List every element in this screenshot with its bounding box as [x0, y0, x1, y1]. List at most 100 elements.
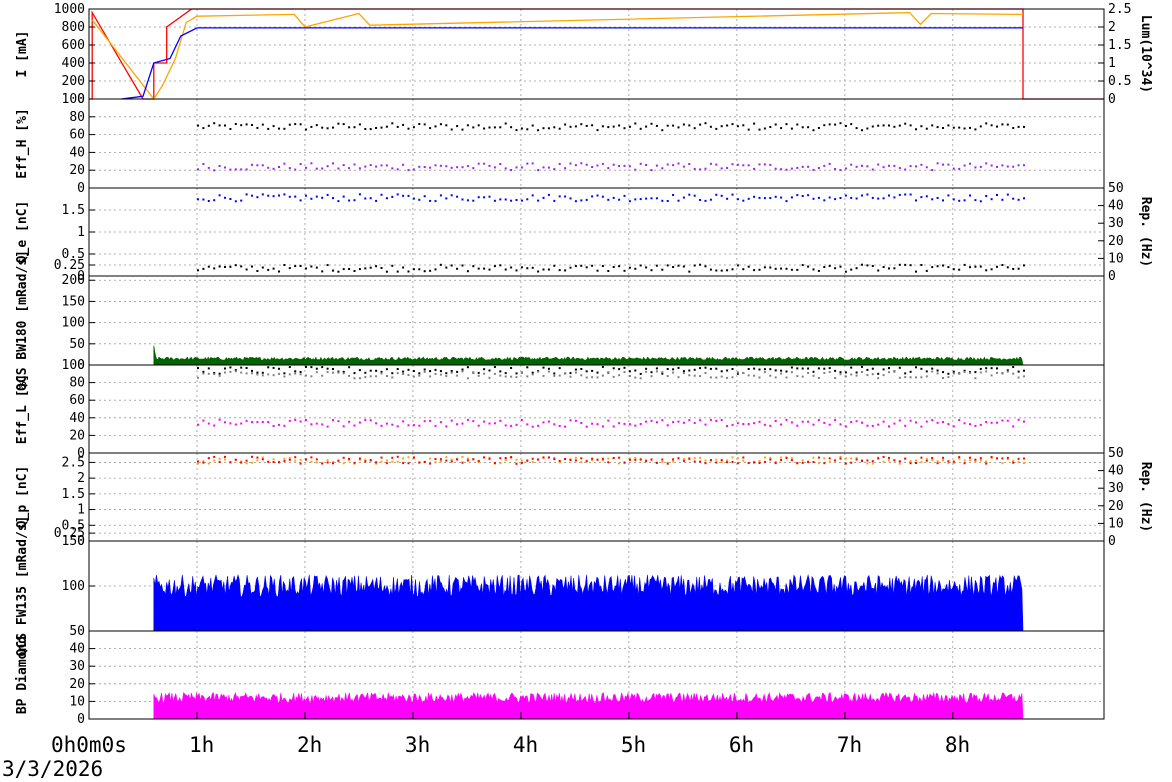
- data-point: [758, 376, 761, 379]
- data-point: [553, 126, 556, 129]
- data-point: [623, 127, 626, 130]
- data-point: [369, 266, 372, 269]
- y-tick-label: 100: [62, 92, 85, 107]
- data-point: [942, 199, 944, 202]
- data-point: [828, 264, 831, 267]
- data-point: [1006, 165, 1009, 168]
- data-point: [947, 423, 950, 426]
- data-point: [736, 422, 739, 425]
- data-point: [942, 127, 944, 129]
- data-point: [385, 270, 388, 273]
- data-point: [456, 423, 459, 426]
- data-point: [612, 125, 615, 128]
- data-point: [510, 367, 513, 369]
- data-point: [661, 129, 664, 132]
- x-tick-label: 5h: [621, 733, 646, 757]
- data-point: [650, 371, 653, 374]
- data-point: [839, 265, 842, 268]
- data-point: [996, 371, 998, 374]
- data-point: [585, 425, 588, 428]
- data-point: [207, 124, 210, 127]
- data-point: [499, 370, 502, 373]
- data-point: [499, 457, 502, 460]
- y-tick-label: 20: [69, 163, 85, 178]
- data-point: [731, 456, 734, 459]
- data-point: [299, 265, 302, 267]
- data-point: [380, 193, 383, 196]
- data-point: [213, 424, 216, 427]
- data-point: [434, 368, 437, 371]
- data-point: [655, 197, 658, 200]
- data-point: [931, 124, 934, 127]
- data-point: [207, 372, 210, 375]
- data-point: [569, 162, 572, 165]
- data-point: [542, 268, 545, 271]
- data-point: [202, 460, 205, 463]
- data-point: [429, 457, 432, 460]
- data-point: [920, 125, 923, 128]
- data-point: [769, 458, 772, 461]
- data-point: [526, 459, 529, 462]
- y-right-tick-label: 0: [1108, 534, 1116, 549]
- data-point: [709, 367, 712, 370]
- data-point: [780, 423, 783, 426]
- data-point: [569, 372, 572, 375]
- y-tick-label: 10: [69, 694, 85, 709]
- data-point: [380, 370, 383, 373]
- data-point: [591, 457, 594, 460]
- data-point: [780, 369, 783, 372]
- data-point: [931, 367, 934, 370]
- data-point: [461, 422, 464, 425]
- x-tick-label: 0h0m0s: [51, 733, 127, 757]
- data-point: [267, 460, 270, 463]
- data-point: [985, 370, 988, 373]
- data-point: [445, 124, 448, 127]
- data-point: [466, 199, 469, 202]
- data-point: [456, 166, 459, 169]
- data-point: [942, 264, 944, 267]
- data-point: [515, 129, 518, 132]
- data-point: [704, 199, 707, 202]
- data-point: [240, 422, 243, 425]
- y-tick-label: 0: [77, 712, 85, 727]
- data-point: [979, 457, 982, 460]
- data-point: [817, 269, 820, 272]
- data-point: [726, 376, 729, 379]
- data-point: [510, 126, 513, 129]
- data-point: [472, 199, 475, 202]
- data-point: [947, 460, 950, 463]
- data-point: [348, 420, 351, 423]
- data-point: [861, 460, 863, 462]
- data-point: [450, 371, 453, 374]
- data-point: [510, 456, 513, 459]
- data-point: [601, 265, 604, 267]
- data-point: [272, 425, 275, 427]
- data-point: [439, 164, 442, 167]
- data-point: [850, 461, 853, 464]
- data-point: [580, 162, 583, 165]
- data-point: [666, 264, 669, 267]
- data-point: [839, 197, 842, 199]
- data-point: [456, 267, 459, 270]
- data-point: [985, 269, 988, 272]
- data-point: [780, 168, 783, 171]
- data-point: [693, 460, 696, 463]
- data-point: [958, 199, 961, 202]
- data-point: [709, 418, 712, 421]
- data-point: [974, 371, 977, 374]
- data-point: [763, 371, 766, 374]
- data-point: [672, 368, 675, 371]
- data-point: [213, 455, 216, 458]
- data-point: [655, 264, 658, 267]
- data-point: [251, 369, 253, 372]
- data-point: [666, 424, 669, 427]
- data-point: [526, 366, 529, 369]
- data-point: [769, 126, 772, 128]
- data-point: [321, 366, 324, 369]
- data-point: [305, 419, 307, 421]
- data-point: [531, 124, 534, 127]
- data-point: [661, 458, 664, 461]
- data-point: [1017, 125, 1020, 128]
- data-point: [769, 424, 772, 427]
